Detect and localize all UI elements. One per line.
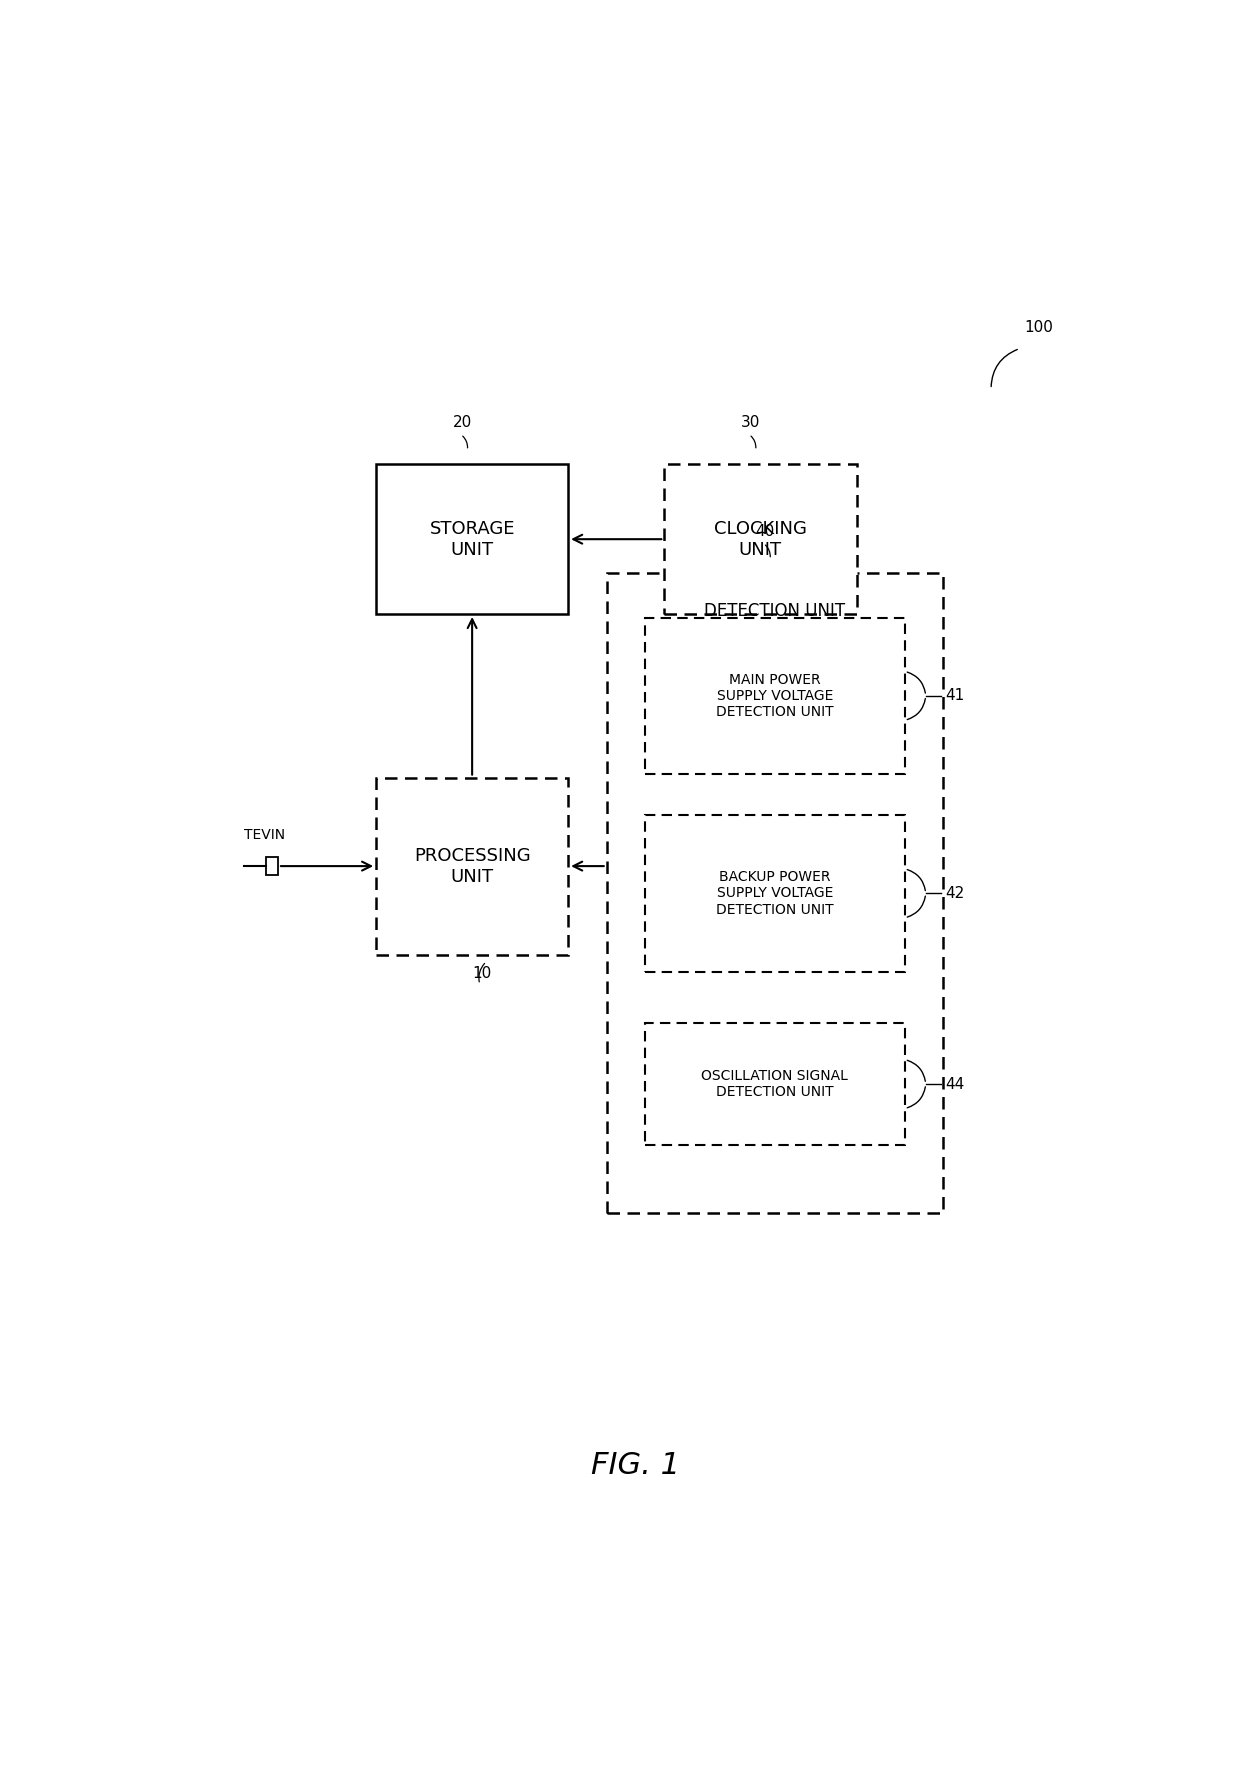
Text: OSCILLATION SIGNAL
DETECTION UNIT: OSCILLATION SIGNAL DETECTION UNIT [702, 1068, 848, 1099]
Text: 42: 42 [945, 886, 965, 900]
Bar [645, 816, 905, 971]
Text: 20: 20 [453, 416, 472, 430]
Text: 30: 30 [742, 416, 760, 430]
Text: BACKUP POWER
SUPPLY VOLTAGE
DETECTION UNIT: BACKUP POWER SUPPLY VOLTAGE DETECTION UN… [715, 870, 833, 916]
Bar [665, 463, 857, 614]
Bar [645, 1022, 905, 1145]
Text: 10: 10 [472, 966, 491, 980]
Text: TEVIN: TEVIN [244, 828, 285, 842]
Text: 40: 40 [755, 524, 775, 540]
Text: 100: 100 [1024, 320, 1054, 334]
Bar [606, 573, 944, 1214]
Text: 44: 44 [945, 1077, 965, 1091]
Text: MAIN POWER
SUPPLY VOLTAGE
DETECTION UNIT: MAIN POWER SUPPLY VOLTAGE DETECTION UNIT [715, 672, 833, 718]
Text: CLOCKING
UNIT: CLOCKING UNIT [714, 520, 807, 559]
Text: FIG. 1: FIG. 1 [591, 1451, 680, 1481]
Text: DETECTION UNIT: DETECTION UNIT [704, 603, 846, 621]
Text: STORAGE
UNIT: STORAGE UNIT [429, 520, 515, 559]
Bar [376, 778, 568, 955]
Bar [265, 858, 278, 876]
Text: 41: 41 [945, 688, 965, 704]
Bar [645, 617, 905, 775]
Bar [376, 463, 568, 614]
Text: PROCESSING
UNIT: PROCESSING UNIT [414, 847, 531, 886]
